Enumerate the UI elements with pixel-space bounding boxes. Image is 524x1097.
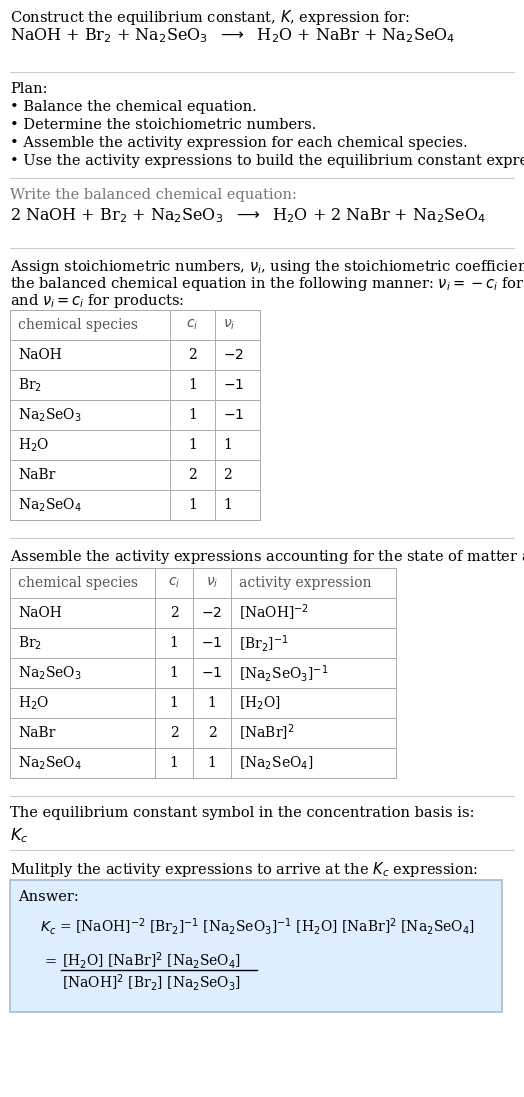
- Text: NaBr: NaBr: [18, 726, 56, 740]
- Text: Assemble the activity expressions accounting for the state of matter and $\nu_i$: Assemble the activity expressions accoun…: [10, 548, 524, 566]
- Text: 1: 1: [170, 756, 179, 770]
- Text: $K_c$: $K_c$: [10, 826, 28, 845]
- Text: Na$_2$SeO$_4$: Na$_2$SeO$_4$: [18, 496, 82, 513]
- Text: Answer:: Answer:: [18, 890, 79, 904]
- Text: 1: 1: [223, 438, 232, 452]
- Text: [NaOH]$^{-2}$: [NaOH]$^{-2}$: [239, 603, 309, 623]
- Text: Na$_2$SeO$_3$: Na$_2$SeO$_3$: [18, 665, 82, 681]
- Text: =: =: [44, 955, 56, 969]
- Text: 1: 1: [188, 438, 197, 452]
- Text: $\nu_i$: $\nu_i$: [223, 318, 235, 332]
- Text: The equilibrium constant symbol in the concentration basis is:: The equilibrium constant symbol in the c…: [10, 806, 475, 819]
- Text: 1: 1: [188, 408, 197, 422]
- Text: NaBr: NaBr: [18, 468, 56, 482]
- Text: Write the balanced chemical equation:: Write the balanced chemical equation:: [10, 188, 297, 202]
- Text: $c_i$: $c_i$: [168, 576, 180, 590]
- Text: 2 NaOH + Br$_2$ + Na$_2$SeO$_3$  $\longrightarrow$  H$_2$O + 2 NaBr + Na$_2$SeO$: 2 NaOH + Br$_2$ + Na$_2$SeO$_3$ $\longri…: [10, 206, 486, 225]
- Text: Br$_2$: Br$_2$: [18, 634, 42, 652]
- Text: 1: 1: [208, 756, 216, 770]
- Text: [NaBr]$^2$: [NaBr]$^2$: [239, 723, 294, 743]
- Text: chemical species: chemical species: [18, 318, 138, 332]
- Text: H$_2$O: H$_2$O: [18, 437, 49, 454]
- Text: • Use the activity expressions to build the equilibrium constant expression.: • Use the activity expressions to build …: [10, 154, 524, 168]
- Text: 2: 2: [188, 348, 197, 362]
- Text: Na$_2$SeO$_4$: Na$_2$SeO$_4$: [18, 755, 82, 771]
- Text: • Assemble the activity expression for each chemical species.: • Assemble the activity expression for e…: [10, 136, 467, 150]
- Text: 2: 2: [170, 606, 178, 620]
- Text: 1: 1: [170, 666, 179, 680]
- Text: the balanced chemical equation in the following manner: $\nu_i = -c_i$ for react: the balanced chemical equation in the fo…: [10, 275, 524, 293]
- Text: $-2$: $-2$: [202, 606, 223, 620]
- Text: 2: 2: [208, 726, 216, 740]
- Text: 2: 2: [223, 468, 232, 482]
- Text: 1: 1: [208, 695, 216, 710]
- Text: H$_2$O: H$_2$O: [18, 694, 49, 712]
- Text: Na$_2$SeO$_3$: Na$_2$SeO$_3$: [18, 406, 82, 423]
- Text: $-2$: $-2$: [223, 348, 244, 362]
- Text: $-1$: $-1$: [201, 636, 223, 651]
- Text: chemical species: chemical species: [18, 576, 138, 590]
- Text: [Na$_2$SeO$_4$]: [Na$_2$SeO$_4$]: [239, 755, 313, 771]
- FancyBboxPatch shape: [10, 880, 502, 1013]
- Text: NaOH: NaOH: [18, 348, 62, 362]
- Text: Construct the equilibrium constant, $K$, expression for:: Construct the equilibrium constant, $K$,…: [10, 8, 410, 27]
- Text: 1: 1: [188, 378, 197, 392]
- Text: $-1$: $-1$: [201, 666, 223, 680]
- Text: • Balance the chemical equation.: • Balance the chemical equation.: [10, 100, 257, 114]
- Text: Plan:: Plan:: [10, 82, 48, 97]
- Text: [Br$_2$]$^{-1}$: [Br$_2$]$^{-1}$: [239, 633, 289, 654]
- Text: activity expression: activity expression: [239, 576, 372, 590]
- Text: 2: 2: [188, 468, 197, 482]
- Text: $c_i$: $c_i$: [187, 318, 199, 332]
- Text: Mulitply the activity expressions to arrive at the $K_c$ expression:: Mulitply the activity expressions to arr…: [10, 860, 478, 879]
- Text: [H$_2$O]: [H$_2$O]: [239, 694, 281, 712]
- Text: [H$_2$O] [NaBr]$^2$ [Na$_2$SeO$_4$]: [H$_2$O] [NaBr]$^2$ [Na$_2$SeO$_4$]: [62, 950, 241, 971]
- Text: 1: 1: [223, 498, 232, 512]
- Text: 1: 1: [170, 636, 179, 651]
- Text: 2: 2: [170, 726, 178, 740]
- Text: $-1$: $-1$: [223, 408, 244, 422]
- Text: [Na$_2$SeO$_3$]$^{-1}$: [Na$_2$SeO$_3$]$^{-1}$: [239, 663, 329, 683]
- Text: $K_c$ = [NaOH]$^{-2}$ [Br$_2$]$^{-1}$ [Na$_2$SeO$_3$]$^{-1}$ [H$_2$O] [NaBr]$^2$: $K_c$ = [NaOH]$^{-2}$ [Br$_2$]$^{-1}$ [N…: [40, 916, 475, 937]
- Text: [NaOH]$^2$ [Br$_2$] [Na$_2$SeO$_3$]: [NaOH]$^2$ [Br$_2$] [Na$_2$SeO$_3$]: [62, 972, 241, 993]
- Text: 1: 1: [188, 498, 197, 512]
- Text: and $\nu_i = c_i$ for products:: and $\nu_i = c_i$ for products:: [10, 292, 184, 310]
- Text: 1: 1: [170, 695, 179, 710]
- Text: Assign stoichiometric numbers, $\nu_i$, using the stoichiometric coefficients, $: Assign stoichiometric numbers, $\nu_i$, …: [10, 258, 524, 276]
- Text: NaOH + Br$_2$ + Na$_2$SeO$_3$  $\longrightarrow$  H$_2$O + NaBr + Na$_2$SeO$_4$: NaOH + Br$_2$ + Na$_2$SeO$_3$ $\longrigh…: [10, 26, 455, 45]
- Text: Br$_2$: Br$_2$: [18, 376, 42, 394]
- Text: NaOH: NaOH: [18, 606, 62, 620]
- Text: $-1$: $-1$: [223, 378, 244, 392]
- Text: • Determine the stoichiometric numbers.: • Determine the stoichiometric numbers.: [10, 118, 316, 132]
- Text: $\nu_i$: $\nu_i$: [206, 576, 218, 590]
